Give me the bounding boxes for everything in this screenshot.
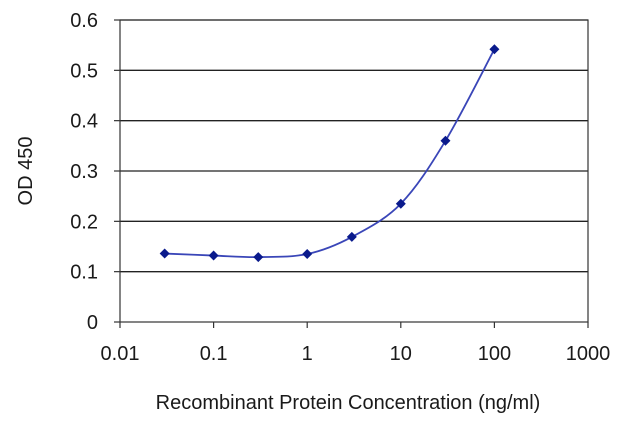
x-tick-label: 1000 bbox=[566, 343, 611, 365]
x-axis-label: Recombinant Protein Concentration (ng/ml… bbox=[156, 392, 541, 414]
grid-lines bbox=[120, 19, 588, 273]
x-tick-label: 100 bbox=[478, 343, 511, 365]
data-point-marker bbox=[346, 231, 357, 242]
x-tick-label: 0.1 bbox=[200, 343, 228, 365]
y-tick-label: 0.5 bbox=[70, 60, 98, 82]
x-tick-label: 10 bbox=[390, 343, 412, 365]
y-axis-label: OD 450 bbox=[15, 137, 37, 206]
y-axis-ticks: 0 0.1 0.2 0.3 0.4 0.5 0.6 bbox=[70, 10, 120, 334]
y-tick-label: 0.4 bbox=[70, 111, 98, 133]
data-point-marker bbox=[208, 250, 219, 261]
data-point-marker bbox=[302, 249, 313, 260]
y-tick-label: 0.6 bbox=[70, 10, 98, 32]
data-point-marker bbox=[253, 252, 264, 263]
data-point-marker bbox=[440, 135, 451, 146]
y-tick-label: 0 bbox=[87, 312, 98, 334]
data-point-marker bbox=[395, 198, 406, 209]
x-tick-label: 0.01 bbox=[101, 343, 140, 365]
x-tick-label: 1 bbox=[302, 343, 313, 365]
x-axis-ticks: 0.01 0.1 1 10 100 1000 bbox=[101, 322, 611, 365]
y-tick-label: 0.2 bbox=[70, 211, 98, 233]
series-markers bbox=[159, 44, 500, 263]
y-tick-label: 0.3 bbox=[70, 161, 98, 183]
data-point-marker bbox=[159, 248, 170, 259]
y-tick-label: 0.1 bbox=[70, 262, 98, 284]
series-curve bbox=[164, 48, 496, 259]
data-point-marker bbox=[489, 44, 500, 55]
